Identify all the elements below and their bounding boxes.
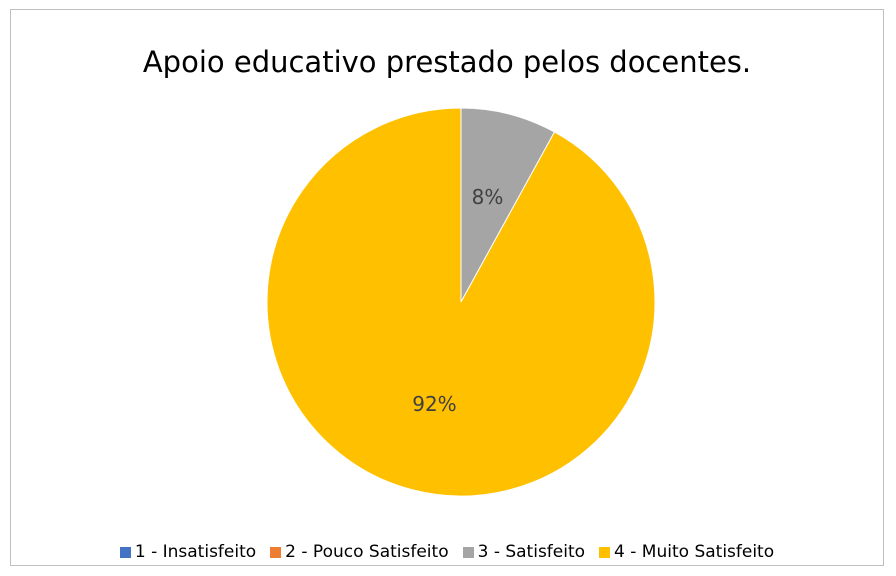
pie-data-labels: 8% 92%	[412, 185, 503, 416]
chart-frame: Apoio educativo prestado pelos docentes.…	[10, 9, 884, 566]
legend-swatch-4	[599, 546, 611, 558]
legend-swatch-3	[462, 546, 474, 558]
legend-swatch-1	[119, 546, 131, 558]
chart-title: Apoio educativo prestado pelos docentes.	[142, 45, 752, 79]
pie-chart: 8% 92%	[266, 107, 656, 497]
legend-label-1: 1 - Insatisfeito	[134, 542, 257, 562]
legend-item-2: 2 - Pouco Satisfeito	[270, 542, 449, 562]
legend-label-4: 4 - Muito Satisfeito	[614, 542, 775, 562]
pie-slices	[266, 107, 656, 497]
pie-slice-3	[460, 107, 556, 303]
data-label-3: 8%	[472, 185, 504, 209]
data-label-4: 92%	[412, 392, 456, 416]
legend: 1 - Insatisfeito 2 - Pouco Satisfeito 3 - …	[11, 542, 883, 562]
legend-label-3: 3 - Satisfeito	[477, 542, 586, 562]
pie-slice-4	[266, 107, 656, 497]
legend-item-4: 4 - Muito Satisfeito	[599, 542, 774, 562]
legend-item-1: 1 - Insatisfeito	[119, 542, 257, 562]
legend-swatch-2	[270, 546, 282, 558]
legend-label-2: 2 - Pouco Satisfeito	[285, 542, 449, 562]
legend-item-3: 3 - Satisfeito	[462, 542, 586, 562]
